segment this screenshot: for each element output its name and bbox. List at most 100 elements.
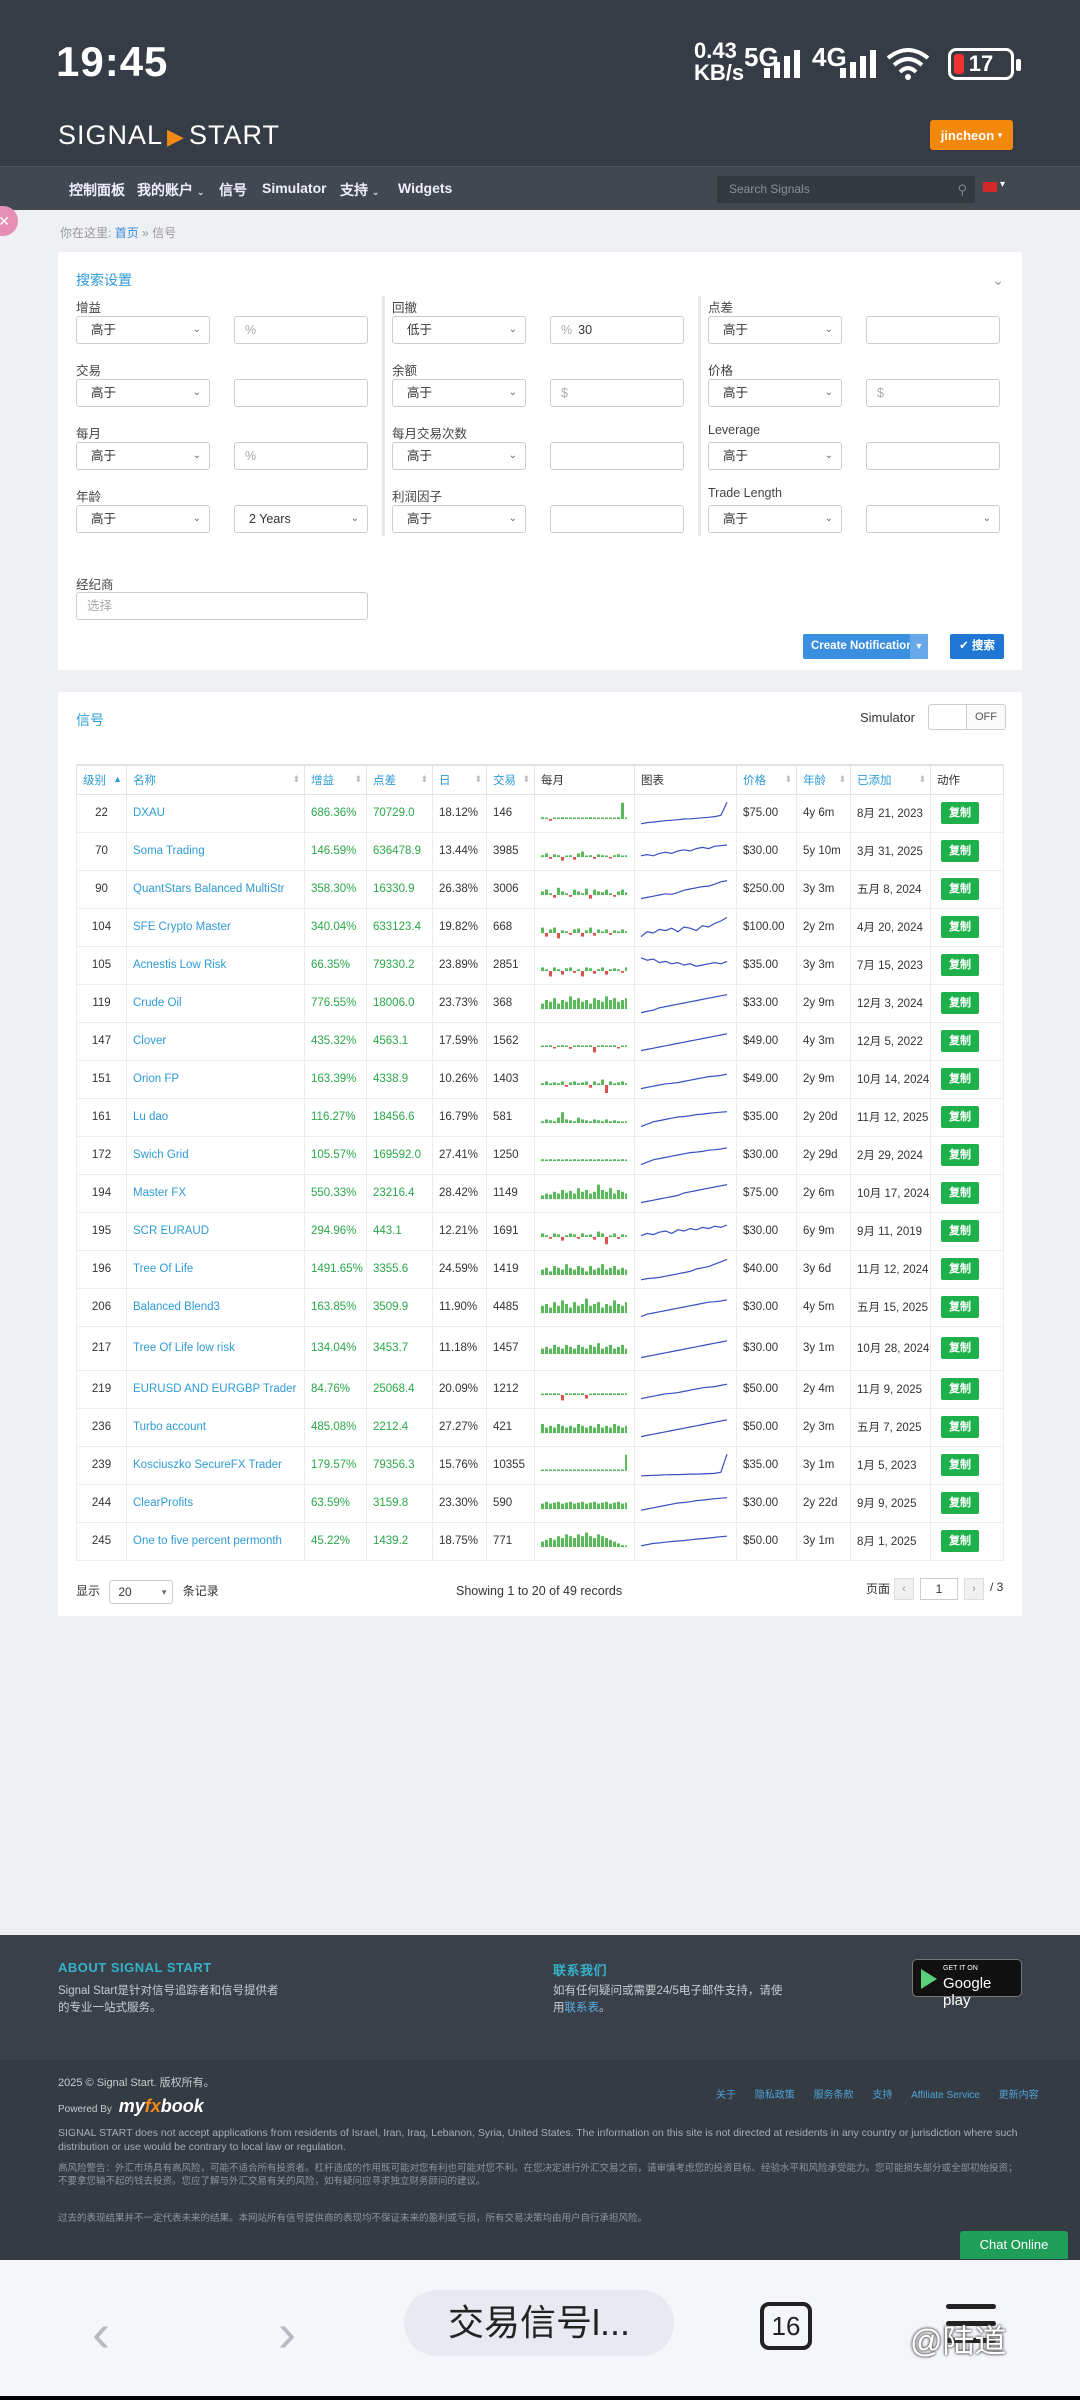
tabs-count-button[interactable]: 16 bbox=[760, 2302, 812, 2350]
google-play-badge[interactable]: GET IT ON Google play bbox=[912, 1959, 1022, 2009]
filter-operator-select[interactable]: 高于 ⌄ bbox=[76, 505, 210, 533]
cell-name[interactable]: Orion FP bbox=[126, 1059, 305, 1099]
col-daily[interactable]: 日 ⬍ bbox=[432, 764, 487, 795]
table-row[interactable]: 217 Tree Of Life low risk 134.04% 3453.7 11.… bbox=[76, 1325, 1004, 1371]
filter-operator-select[interactable]: 低于 ⌄ bbox=[392, 316, 526, 344]
menu-icon[interactable] bbox=[946, 2304, 996, 2348]
footer-link-terms[interactable]: 服务条款 bbox=[813, 2090, 854, 2101]
filter-value-input[interactable] bbox=[234, 379, 368, 407]
chevron-down-icon[interactable]: ▾ bbox=[1000, 179, 1006, 190]
filter-operator-select[interactable]: 高于 ⌄ bbox=[76, 379, 210, 407]
page-number-input[interactable]: 1 bbox=[920, 1578, 958, 1600]
chevron-down-icon[interactable]: ⌄ bbox=[992, 272, 1004, 288]
table-row[interactable]: 194 Master FX 550.33% 23216.4 28.42% 1149 $75.… bbox=[76, 1173, 1004, 1213]
copy-button[interactable]: 复制 bbox=[941, 1144, 979, 1166]
nav-dashboard[interactable]: 控制面板 bbox=[69, 182, 125, 198]
cell-name[interactable]: Acnestis Low Risk bbox=[126, 945, 305, 985]
side-float-tab-icon[interactable]: ✕ bbox=[0, 206, 18, 236]
cell-name[interactable]: One to five percent permonth bbox=[126, 1521, 305, 1561]
col-age[interactable]: 年龄 ⬍ bbox=[796, 764, 851, 795]
contact-form-link[interactable]: 联系表 bbox=[564, 2002, 600, 2014]
table-row[interactable]: 196 Tree Of Life 1491.65% 3355.6 24.59% 1419 $… bbox=[76, 1249, 1004, 1289]
page-size-select[interactable]: 20 ▾ bbox=[109, 1580, 174, 1604]
copy-button[interactable]: 复制 bbox=[941, 1220, 979, 1242]
copy-button[interactable]: 复制 bbox=[941, 1182, 979, 1204]
cell-name[interactable]: SFE Crypto Master bbox=[126, 907, 305, 947]
col-added[interactable]: 已添加 ⬍ bbox=[850, 764, 931, 795]
nav-widgets[interactable]: Widgets bbox=[398, 180, 453, 196]
footer-link-affiliate[interactable]: Affiliate Service bbox=[911, 2090, 980, 2101]
caret-down-icon[interactable]: ▼ bbox=[910, 634, 928, 659]
copy-button[interactable]: 复制 bbox=[941, 802, 979, 824]
copy-button[interactable]: 复制 bbox=[941, 878, 979, 900]
copy-button[interactable]: 复制 bbox=[941, 954, 979, 976]
filter-operator-select[interactable]: 高于 ⌄ bbox=[708, 505, 842, 533]
table-row[interactable]: 147 Clover 435.32% 4563.1 17.59% 1562 $49.00 4y… bbox=[76, 1021, 1004, 1061]
col-name[interactable]: 名称 ⬍ bbox=[126, 764, 305, 795]
filter-value-input[interactable]: % bbox=[234, 316, 368, 344]
table-row[interactable]: 22 DXAU 686.36% 70729.0 18.12% 146 $75.00 4y 6m… bbox=[76, 793, 1004, 833]
table-row[interactable]: 161 Lu dao 116.27% 18456.6 16.79% 581 $35.00 2y… bbox=[76, 1097, 1004, 1137]
filter-operator-select[interactable]: 高于 ⌄ bbox=[708, 442, 842, 470]
footer-link-updates[interactable]: 更新内容 bbox=[998, 2090, 1039, 2101]
col-pips[interactable]: 点差 ⬍ bbox=[366, 764, 433, 795]
table-row[interactable]: 90 QuantStars Balanced MultiStr 358.30% 163… bbox=[76, 869, 1004, 909]
cell-name[interactable]: Lu dao bbox=[126, 1097, 305, 1137]
filter-value-select[interactable]: ⌄ bbox=[866, 505, 1000, 533]
copy-button[interactable]: 复制 bbox=[941, 1258, 979, 1280]
table-row[interactable]: 239 Kosciuszko SecureFX Trader 179.57% 7935… bbox=[76, 1445, 1004, 1485]
filter-operator-select[interactable]: 高于 ⌄ bbox=[392, 505, 526, 533]
copy-button[interactable]: 复制 bbox=[941, 1378, 979, 1400]
filter-operator-select[interactable]: 高于 ⌄ bbox=[392, 442, 526, 470]
search-signals-input[interactable]: Search Signals ⚲ bbox=[717, 176, 975, 203]
broker-select[interactable]: 选择 bbox=[76, 592, 368, 620]
cell-name[interactable]: Balanced Blend3 bbox=[126, 1287, 305, 1327]
col-gain[interactable]: 增益 ⬍ bbox=[304, 764, 367, 795]
filter-value-input[interactable] bbox=[550, 442, 684, 470]
table-row[interactable]: 119 Crude Oil 776.55% 18006.0 23.73% 368 $33.0… bbox=[76, 983, 1004, 1023]
cell-name[interactable]: QuantStars Balanced MultiStr bbox=[126, 869, 305, 909]
next-page-button[interactable]: › bbox=[964, 1578, 984, 1600]
filter-operator-select[interactable]: 高于 ⌄ bbox=[708, 316, 842, 344]
copy-button[interactable]: 复制 bbox=[941, 1068, 979, 1090]
copy-button[interactable]: 复制 bbox=[941, 1530, 979, 1552]
footer-link-support[interactable]: 支持 bbox=[872, 2090, 893, 2101]
forward-arrow-icon[interactable]: › bbox=[278, 2303, 296, 2363]
breadcrumb-home[interactable]: 首页 bbox=[114, 226, 139, 240]
user-menu-button[interactable]: jincheon ▾ bbox=[930, 120, 1013, 150]
filter-value-input[interactable] bbox=[866, 316, 1000, 344]
filter-value-input[interactable]: $ bbox=[550, 379, 684, 407]
col-price[interactable]: 价格 ⬍ bbox=[736, 764, 797, 795]
table-row[interactable]: 195 SCR EURAUD 294.96% 443.1 12.21% 1691 $30.0… bbox=[76, 1211, 1004, 1251]
copy-button[interactable]: 复制 bbox=[941, 1416, 979, 1438]
cell-name[interactable]: Turbo account bbox=[126, 1407, 305, 1447]
copy-button[interactable]: 复制 bbox=[941, 1454, 979, 1476]
myfxbook-logo[interactable]: myfxbook bbox=[119, 2096, 204, 2116]
cell-name[interactable]: DXAU bbox=[126, 793, 305, 833]
copy-button[interactable]: 复制 bbox=[941, 1030, 979, 1052]
copy-button[interactable]: 复制 bbox=[941, 1296, 979, 1318]
filter-value-input[interactable]: % 30 bbox=[550, 316, 684, 344]
table-row[interactable]: 236 Turbo account 485.08% 2212.4 27.27% 421 $5… bbox=[76, 1407, 1004, 1447]
filter-value-input[interactable]: % bbox=[234, 442, 368, 470]
search-button[interactable]: ✔ 搜索 bbox=[950, 634, 1004, 659]
cell-name[interactable]: SCR EURAUD bbox=[126, 1211, 305, 1251]
filter-value-select[interactable]: 2 Years ⌄ bbox=[234, 505, 368, 533]
copy-button[interactable]: 复制 bbox=[941, 840, 979, 862]
table-row[interactable]: 172 Swich Grid 105.57% 169592.0 27.41% 1250 $3… bbox=[76, 1135, 1004, 1175]
cell-name[interactable]: Crude Oil bbox=[126, 983, 305, 1023]
nav-simulator[interactable]: Simulator bbox=[262, 180, 327, 196]
copy-button[interactable]: 复制 bbox=[941, 1492, 979, 1514]
create-notification-button[interactable]: Create Notification ▼ bbox=[803, 634, 928, 659]
copy-button[interactable]: 复制 bbox=[941, 916, 979, 938]
filter-value-input[interactable] bbox=[550, 505, 684, 533]
cell-name[interactable]: Kosciuszko SecureFX Trader bbox=[126, 1445, 305, 1485]
table-row[interactable]: 245 One to five percent permonth 45.22% 143… bbox=[76, 1521, 1004, 1561]
browser-page-title[interactable]: 交易信号l... bbox=[404, 2290, 674, 2356]
copy-button[interactable]: 复制 bbox=[941, 1337, 979, 1359]
cell-name[interactable]: Tree Of Life bbox=[126, 1249, 305, 1289]
filter-value-input[interactable] bbox=[866, 442, 1000, 470]
table-row[interactable]: 105 Acnestis Low Risk 66.35% 79330.2 23.89% 2… bbox=[76, 945, 1004, 985]
search-settings-title[interactable]: 搜索设置 bbox=[76, 272, 132, 288]
copy-button[interactable]: 复制 bbox=[941, 992, 979, 1014]
